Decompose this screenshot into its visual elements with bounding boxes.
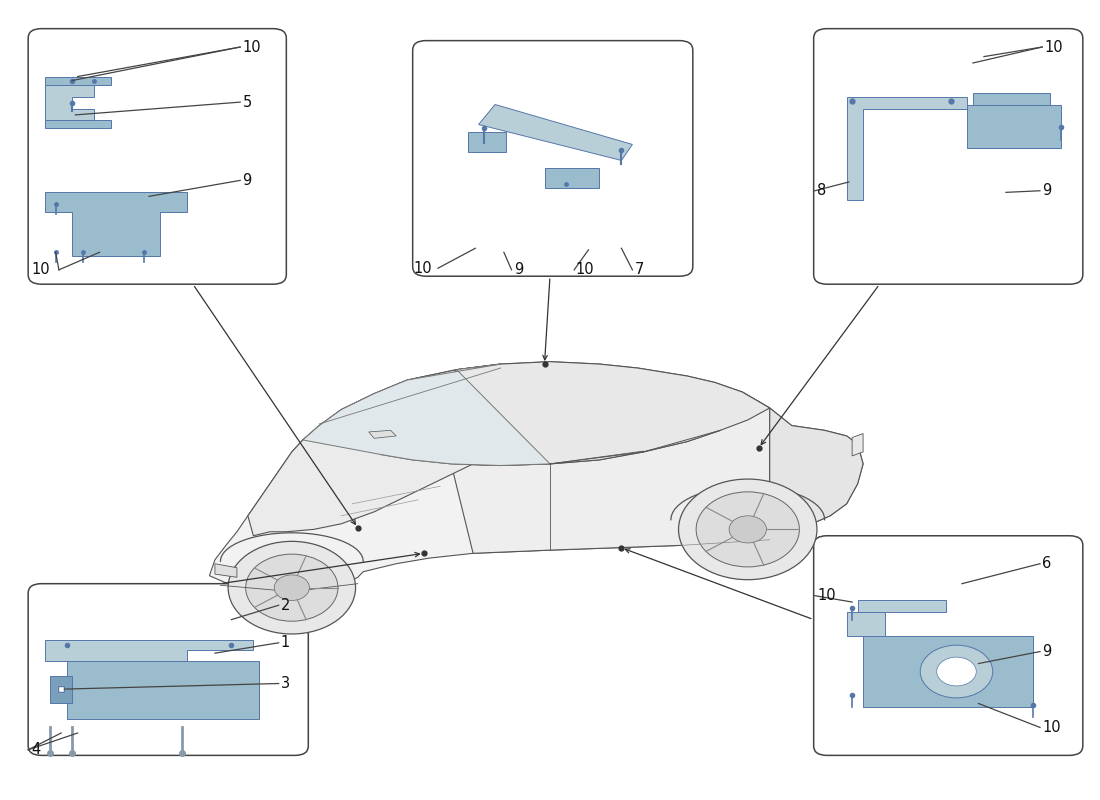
Polygon shape [852,434,864,456]
FancyBboxPatch shape [29,29,286,284]
Circle shape [921,645,992,698]
Text: 9: 9 [242,173,252,188]
Polygon shape [209,362,864,594]
Polygon shape [214,564,236,578]
Text: 10: 10 [414,261,432,276]
Polygon shape [770,408,864,540]
FancyBboxPatch shape [814,29,1082,284]
Text: 7: 7 [635,262,643,278]
Text: 9: 9 [1042,183,1052,198]
Text: 6: 6 [1042,556,1052,571]
Polygon shape [864,635,1033,707]
Text: a passion for auto: a passion for auto [422,512,678,536]
Circle shape [696,492,800,567]
Text: europartes: europartes [429,457,671,495]
Text: 9: 9 [1042,644,1052,659]
Polygon shape [847,612,886,635]
FancyBboxPatch shape [29,584,308,755]
Polygon shape [478,105,632,161]
Text: 10: 10 [242,39,261,54]
Polygon shape [858,600,946,612]
Polygon shape [51,675,73,703]
Text: 10: 10 [817,588,836,603]
Circle shape [937,657,977,686]
Polygon shape [45,121,111,129]
Text: 10: 10 [32,262,51,278]
Polygon shape [302,364,550,466]
Polygon shape [45,639,253,661]
Polygon shape [968,105,1060,149]
Text: 5: 5 [242,94,252,110]
Text: 4: 4 [32,742,41,758]
Polygon shape [847,97,968,200]
Polygon shape [45,77,111,85]
Polygon shape [379,362,770,466]
Text: 10: 10 [1042,720,1060,735]
Text: 8: 8 [817,183,826,198]
Text: 10: 10 [575,262,594,278]
Polygon shape [45,85,95,121]
Circle shape [729,516,767,543]
FancyBboxPatch shape [814,536,1082,755]
Polygon shape [451,392,770,554]
Polygon shape [45,192,187,256]
Text: 2: 2 [280,598,290,613]
Text: 9: 9 [514,262,522,278]
Text: 1: 1 [280,635,290,650]
Circle shape [274,575,309,601]
Circle shape [245,554,338,622]
Polygon shape [67,661,258,719]
Circle shape [228,542,355,634]
Polygon shape [544,169,600,188]
Polygon shape [368,430,396,438]
Text: 3: 3 [280,676,290,691]
Polygon shape [248,364,500,536]
Text: 10: 10 [1044,39,1063,54]
Circle shape [679,479,817,580]
Polygon shape [974,93,1049,105]
FancyBboxPatch shape [412,41,693,276]
Polygon shape [468,133,506,153]
